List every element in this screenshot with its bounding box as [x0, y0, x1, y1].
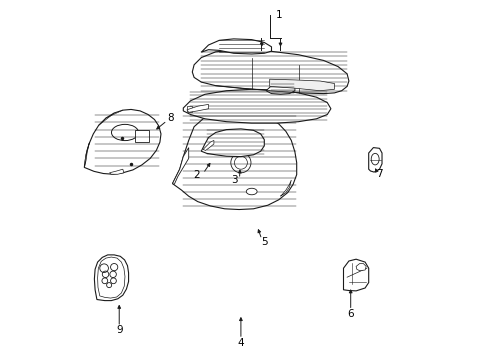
Polygon shape — [280, 180, 291, 196]
Text: 3: 3 — [231, 175, 237, 185]
Polygon shape — [109, 169, 123, 174]
Polygon shape — [269, 79, 334, 91]
Polygon shape — [265, 83, 294, 94]
Polygon shape — [98, 257, 125, 298]
Polygon shape — [186, 106, 192, 112]
Text: 4: 4 — [237, 338, 244, 348]
Polygon shape — [183, 89, 330, 123]
Text: 7: 7 — [375, 168, 382, 179]
Polygon shape — [172, 148, 188, 184]
Ellipse shape — [111, 125, 138, 141]
Ellipse shape — [246, 188, 257, 195]
Polygon shape — [201, 39, 271, 54]
Polygon shape — [186, 104, 208, 112]
Polygon shape — [201, 129, 264, 157]
Polygon shape — [84, 109, 161, 174]
Text: 1: 1 — [275, 10, 282, 20]
Polygon shape — [203, 140, 213, 150]
Polygon shape — [368, 148, 381, 172]
Polygon shape — [94, 255, 128, 301]
Polygon shape — [134, 130, 149, 142]
Text: 2: 2 — [193, 170, 200, 180]
Polygon shape — [172, 113, 296, 210]
Text: 9: 9 — [116, 325, 122, 336]
Text: 8: 8 — [167, 113, 174, 123]
Polygon shape — [192, 50, 348, 94]
Text: 6: 6 — [346, 309, 353, 319]
Polygon shape — [355, 264, 366, 271]
Ellipse shape — [370, 153, 378, 165]
Polygon shape — [84, 142, 89, 167]
Polygon shape — [343, 259, 368, 291]
Text: 5: 5 — [261, 237, 267, 247]
